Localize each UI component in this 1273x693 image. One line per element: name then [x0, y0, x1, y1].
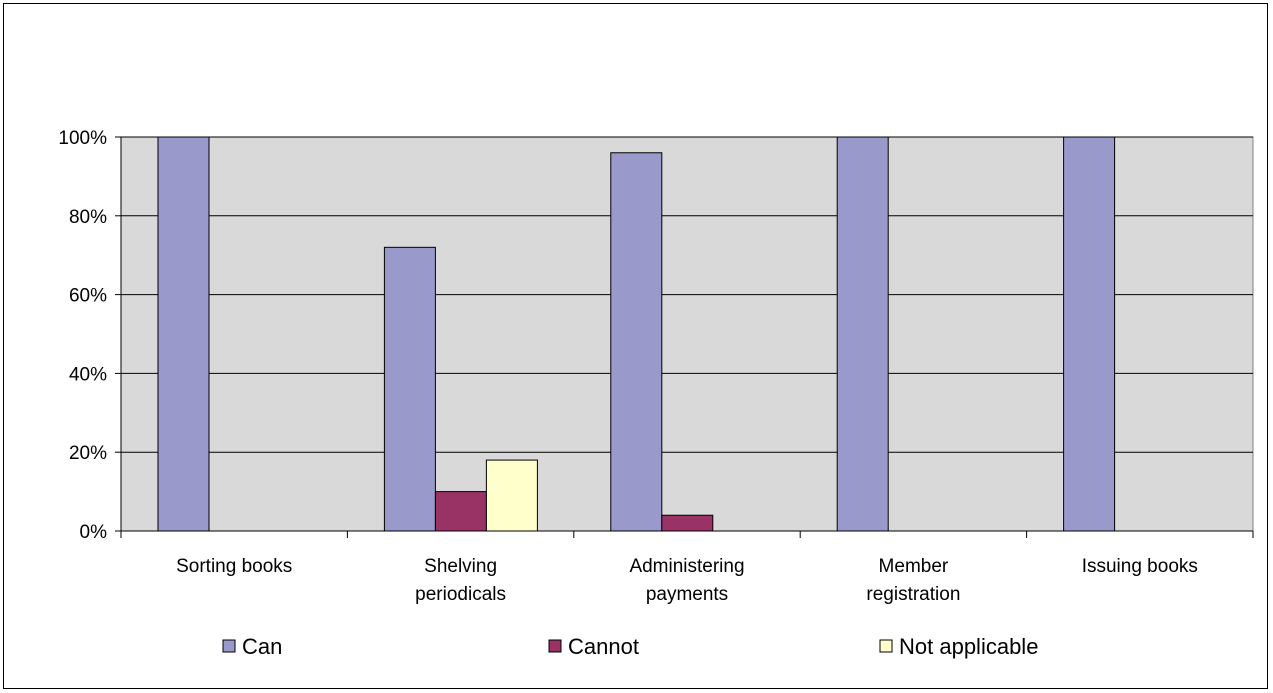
- y-tick-label: 40%: [69, 364, 107, 385]
- legend-swatch: [222, 639, 236, 653]
- y-tick-label: 20%: [69, 443, 107, 464]
- bars: [157, 136, 1116, 532]
- y-tick-label: 100%: [58, 128, 107, 149]
- y-tick-label: 80%: [69, 207, 107, 228]
- y-tick-label: 60%: [69, 286, 107, 307]
- x-tick-label: Member registration: [866, 556, 960, 605]
- legend-label: Can: [242, 634, 282, 659]
- y-tick-label: 0%: [80, 522, 108, 543]
- x-tick-label: Shelving periodicals: [415, 556, 506, 605]
- bar-cannot: [661, 514, 714, 532]
- legend-swatch: [548, 639, 562, 653]
- x-tick-label: Sorting books: [176, 556, 292, 577]
- axes: [120, 137, 1254, 538]
- x-tick-label: Issuing books: [1082, 556, 1198, 577]
- bar-not-applicable: [485, 459, 538, 532]
- bar-can: [836, 136, 889, 532]
- bar-can: [157, 136, 210, 532]
- y-axis-ticks: 0% 20% 40% 60% 80% 100%: [58, 128, 121, 543]
- x-tick-label: Administering payments: [629, 556, 744, 605]
- bar-cannot: [434, 491, 487, 532]
- legend-swatch: [879, 639, 893, 653]
- bar-can: [610, 152, 663, 532]
- bar-can: [383, 246, 436, 532]
- legend-label: Cannot: [568, 634, 639, 659]
- bar-can: [1063, 136, 1116, 532]
- legend-label: Not applicable: [899, 634, 1038, 659]
- x-axis-labels: Sorting books Shelving periodicals Administ…: [176, 556, 1198, 605]
- legend: Can Cannot Not applicable: [222, 634, 1038, 659]
